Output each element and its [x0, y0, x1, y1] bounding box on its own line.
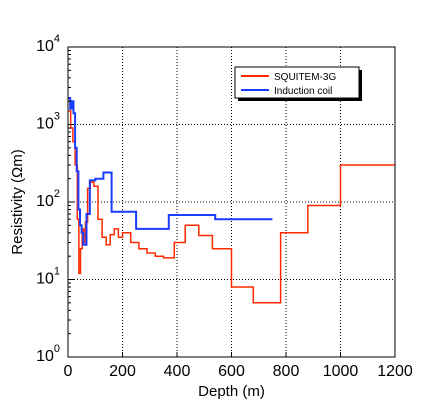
x-tick-label: 600 — [218, 363, 245, 380]
series-line-induction — [68, 97, 273, 246]
legend-box — [234, 66, 360, 99]
x-axis-label: Depth (m) — [198, 383, 265, 400]
legend-label-squitem: SQUITEM-3G — [274, 72, 336, 83]
x-tick-label: 0 — [64, 363, 73, 380]
x-tick-label: 200 — [109, 363, 136, 380]
x-tick-label: 1200 — [377, 363, 413, 380]
legend-label-induction: Induction coil — [274, 86, 332, 97]
series-line-squitem — [68, 110, 395, 304]
x-tick-label: 1000 — [323, 363, 359, 380]
x-tick-label: 800 — [273, 363, 300, 380]
legend: SQUITEM-3G Induction coil — [234, 66, 362, 101]
x-tick-label: 400 — [164, 363, 191, 380]
series-layer — [68, 97, 395, 304]
y-axis-label: Resistivity (Ωm) — [9, 149, 26, 254]
